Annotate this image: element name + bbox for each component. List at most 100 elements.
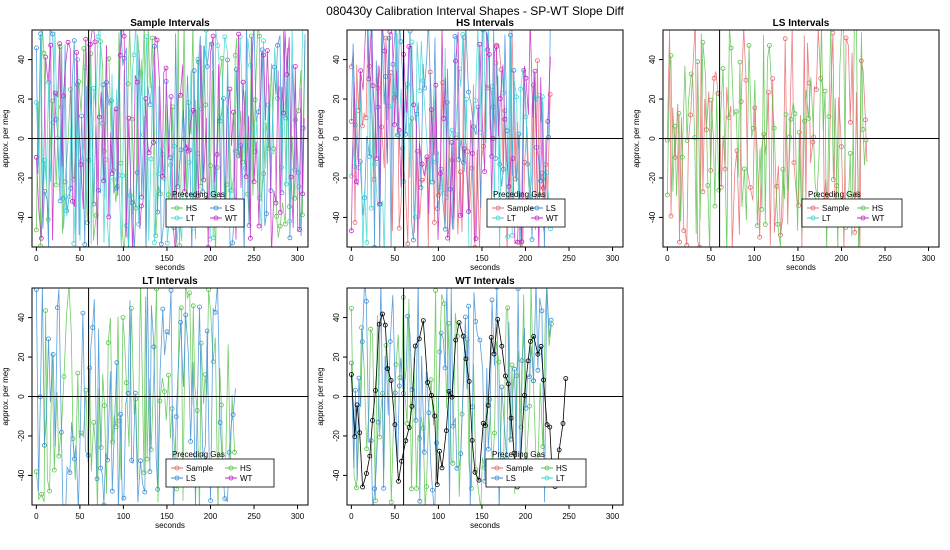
data-point [517, 240, 523, 246]
data-point [149, 35, 155, 41]
data-point [359, 123, 365, 129]
data-point [547, 424, 553, 430]
data-point [419, 161, 425, 167]
x-tick-label: 0 [349, 512, 354, 521]
data-point [409, 486, 414, 492]
data-point [522, 392, 527, 398]
x-tick-label: 50 [75, 512, 84, 521]
legend-box [486, 198, 566, 228]
data-point [535, 367, 541, 373]
data-point [528, 338, 533, 344]
data-point [788, 116, 794, 122]
data-point [810, 139, 816, 145]
legend-swatch-point [494, 465, 500, 471]
data-point [767, 43, 772, 48]
data-point [759, 206, 765, 212]
data-point [131, 52, 137, 58]
data-point [120, 173, 126, 179]
data-point [61, 374, 67, 380]
legend-swatch-point [810, 215, 816, 221]
y-axis-label: approx. per meg [1, 367, 10, 425]
data-point [668, 53, 674, 58]
x-tick-label: 200 [204, 512, 218, 521]
data-point [42, 442, 47, 448]
data-point [210, 33, 216, 39]
data-point [148, 156, 154, 162]
data-point [388, 499, 394, 505]
data-point [102, 403, 107, 408]
y-tick-label: 20 [17, 352, 26, 361]
data-point [368, 326, 374, 332]
data-point [208, 498, 214, 504]
data-point [505, 381, 511, 387]
legend-swatch-point [228, 465, 234, 471]
data-point [264, 211, 269, 217]
data-point [105, 457, 110, 463]
legend-entry-label: LT [507, 214, 516, 223]
data-point [182, 189, 187, 195]
data-point [91, 419, 97, 425]
x-tick-label: 300 [606, 254, 620, 263]
panel-4: LT Intervals 0 50 100 150 200 250 300 -40 -20 0 20 4… [1, 276, 309, 530]
data-point [505, 305, 511, 311]
data-point [215, 43, 221, 48]
data-point [175, 184, 181, 190]
y-axis-label: approx. per meg [632, 109, 641, 167]
data-point [391, 92, 397, 97]
data-point [770, 76, 776, 81]
data-point [118, 411, 123, 417]
data-point [510, 156, 516, 161]
data-point [283, 181, 289, 187]
data-point [393, 362, 399, 368]
legend-entry-label: HS [240, 464, 251, 473]
y-tick-label: 40 [648, 55, 657, 64]
data-point [214, 152, 220, 157]
data-point [375, 104, 381, 110]
data-point [71, 38, 77, 43]
data-point [482, 423, 488, 429]
data-point [728, 45, 734, 51]
x-tick-label: 300 [291, 254, 305, 263]
data-point [477, 41, 483, 47]
data-point [52, 90, 58, 96]
data-point [422, 85, 428, 91]
data-point [548, 317, 554, 323]
data-point [449, 394, 455, 400]
data-point [434, 440, 440, 446]
data-point [509, 232, 515, 238]
data-point [455, 333, 460, 339]
data-point [460, 159, 466, 165]
x-tick-label: 50 [390, 254, 399, 263]
data-point [430, 487, 435, 493]
data-point [38, 35, 44, 41]
data-point [410, 237, 416, 243]
data-point [104, 80, 109, 85]
legend-entry-label: HS [186, 204, 197, 213]
data-point [178, 319, 184, 325]
data-point [147, 469, 153, 475]
legend-swatch-point [228, 475, 234, 481]
data-point [531, 378, 536, 384]
data-point [370, 83, 376, 89]
x-axis-label: seconds [470, 521, 500, 530]
data-point [251, 179, 257, 185]
series-line-ls [351, 288, 552, 505]
data-point [502, 116, 508, 122]
data-point [66, 194, 72, 200]
data-point [105, 340, 111, 346]
data-point [205, 245, 211, 247]
data-point [442, 365, 448, 371]
x-tick-label: 200 [835, 254, 849, 263]
data-point [440, 190, 446, 196]
data-point [372, 245, 377, 247]
data-point [405, 313, 411, 319]
data-point [259, 47, 265, 53]
data-point [67, 470, 73, 476]
x-axis-label: seconds [786, 263, 816, 272]
data-point [535, 351, 541, 357]
x-tick-label: 300 [606, 512, 620, 521]
data-point [59, 429, 64, 435]
y-tick-label: 20 [17, 94, 26, 103]
data-point [737, 59, 743, 65]
